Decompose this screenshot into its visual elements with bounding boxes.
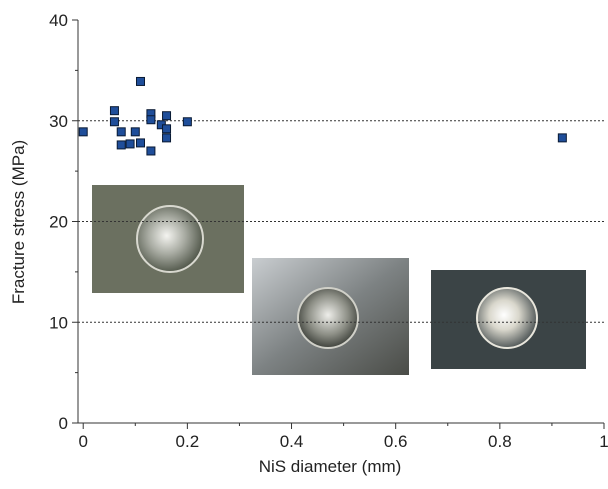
point [78,127,88,137]
y-tick-label: 40 [49,11,68,30]
point [162,111,172,121]
photo-particle [476,287,538,349]
photo-particle [136,205,204,273]
y-axis-label: Fracture stress (MPa) [9,140,28,304]
x-tick-label: 0.4 [280,432,304,451]
photos [92,185,586,375]
point [557,133,567,143]
point [116,127,126,137]
point [109,117,119,127]
point [182,117,192,127]
y-tick-label: 20 [49,213,68,232]
x-tick-label: 1 [599,432,608,451]
x-axis-label: NiS diameter (mm) [259,457,402,476]
point [116,140,126,150]
x-tick-label: 0.8 [488,432,512,451]
point [130,127,140,137]
point [109,106,119,116]
y-tick-label: 10 [49,313,68,332]
x-tick-label: 0.2 [176,432,200,451]
x-tick-label: 0 [78,432,87,451]
point [135,138,145,148]
point [135,76,145,86]
y-tick-label: 0 [59,414,68,433]
y-tick-label: 30 [49,112,68,131]
point [162,124,172,134]
point [146,146,156,156]
point [146,115,156,125]
x-tick-label: 0.6 [384,432,408,451]
point [162,133,172,143]
photo-particle [297,287,359,349]
point [125,139,135,149]
